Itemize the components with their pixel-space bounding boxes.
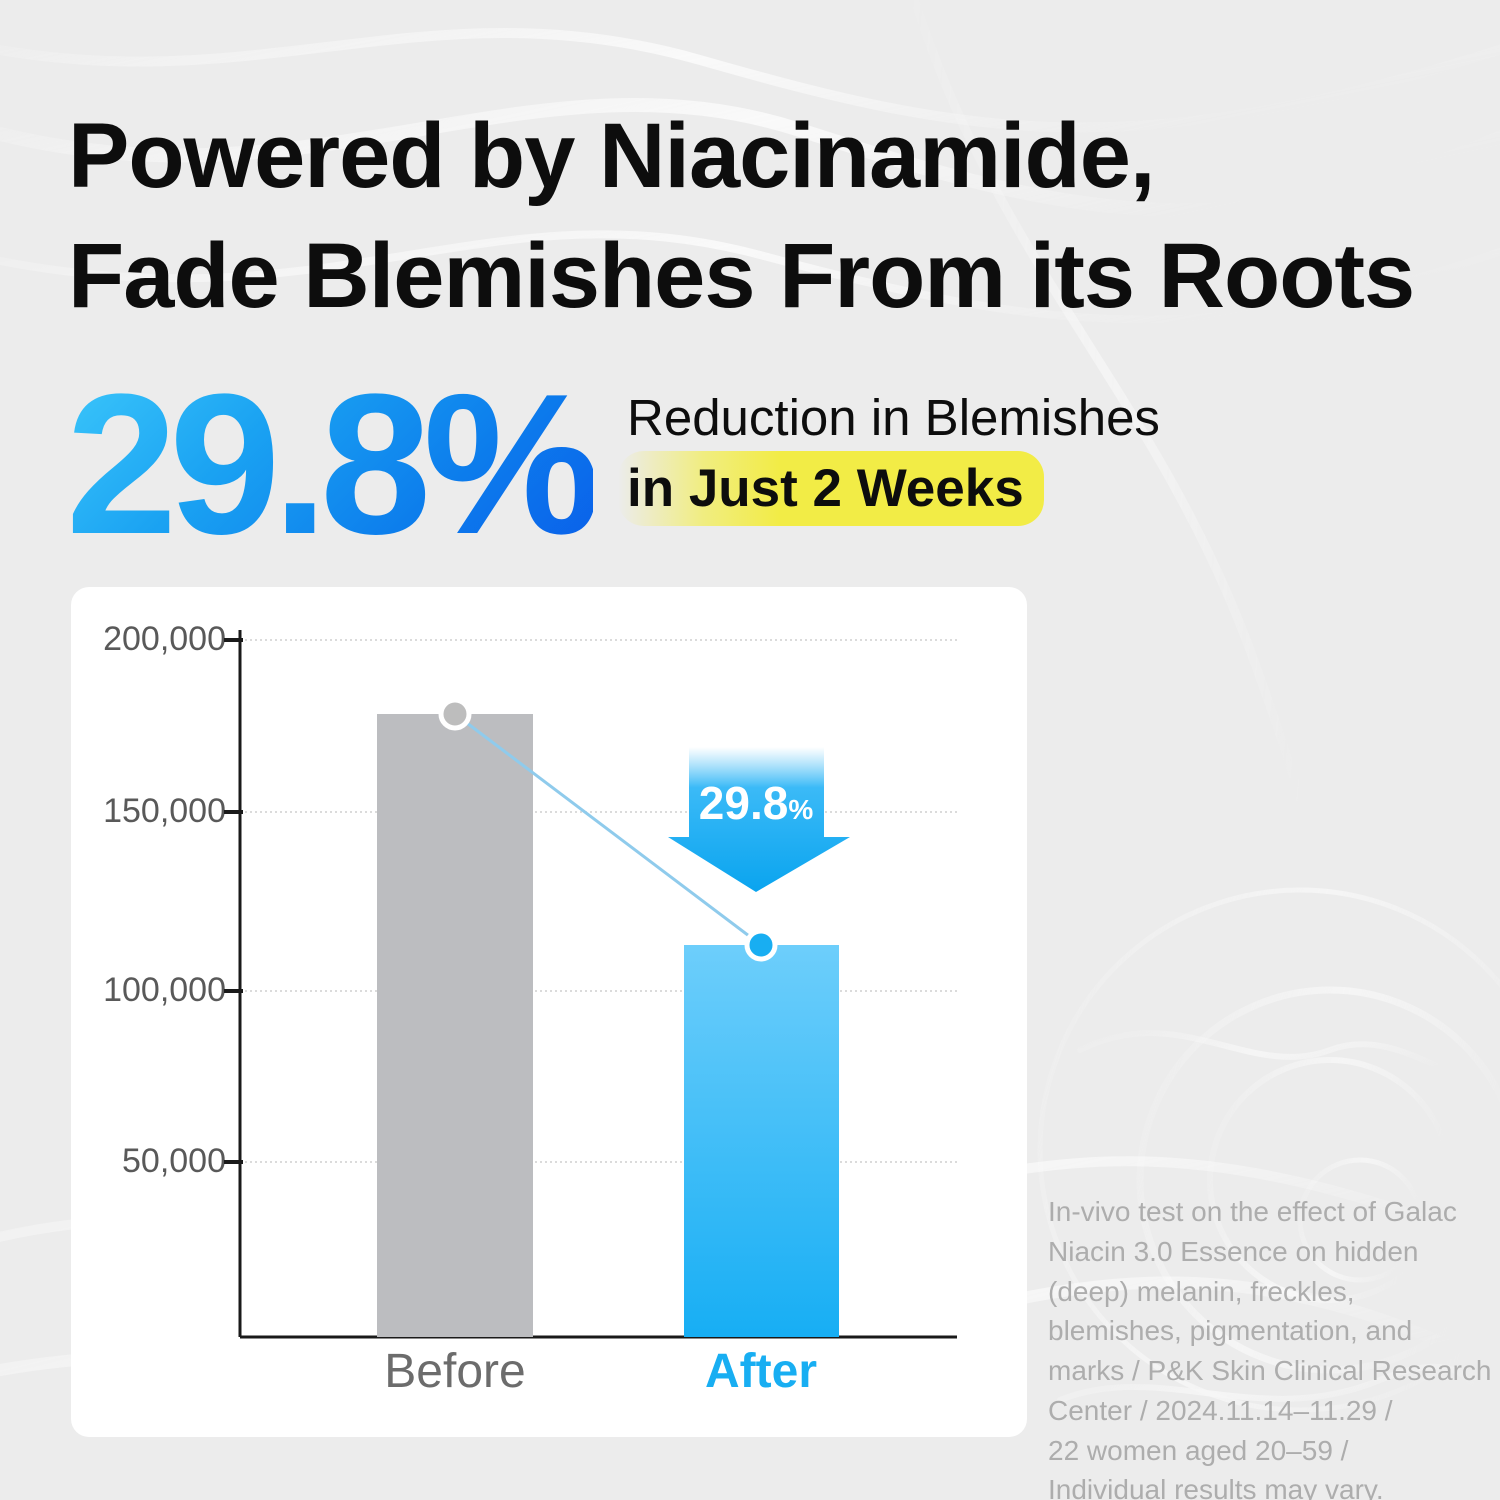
svg-text:150,000: 150,000 bbox=[103, 792, 226, 830]
svg-text:Before: Before bbox=[384, 1345, 525, 1398]
svg-text:After: After bbox=[705, 1345, 817, 1398]
svg-text:100,000: 100,000 bbox=[103, 971, 226, 1009]
svg-text:50,000: 50,000 bbox=[122, 1142, 226, 1180]
svg-text:200,000: 200,000 bbox=[103, 620, 226, 658]
